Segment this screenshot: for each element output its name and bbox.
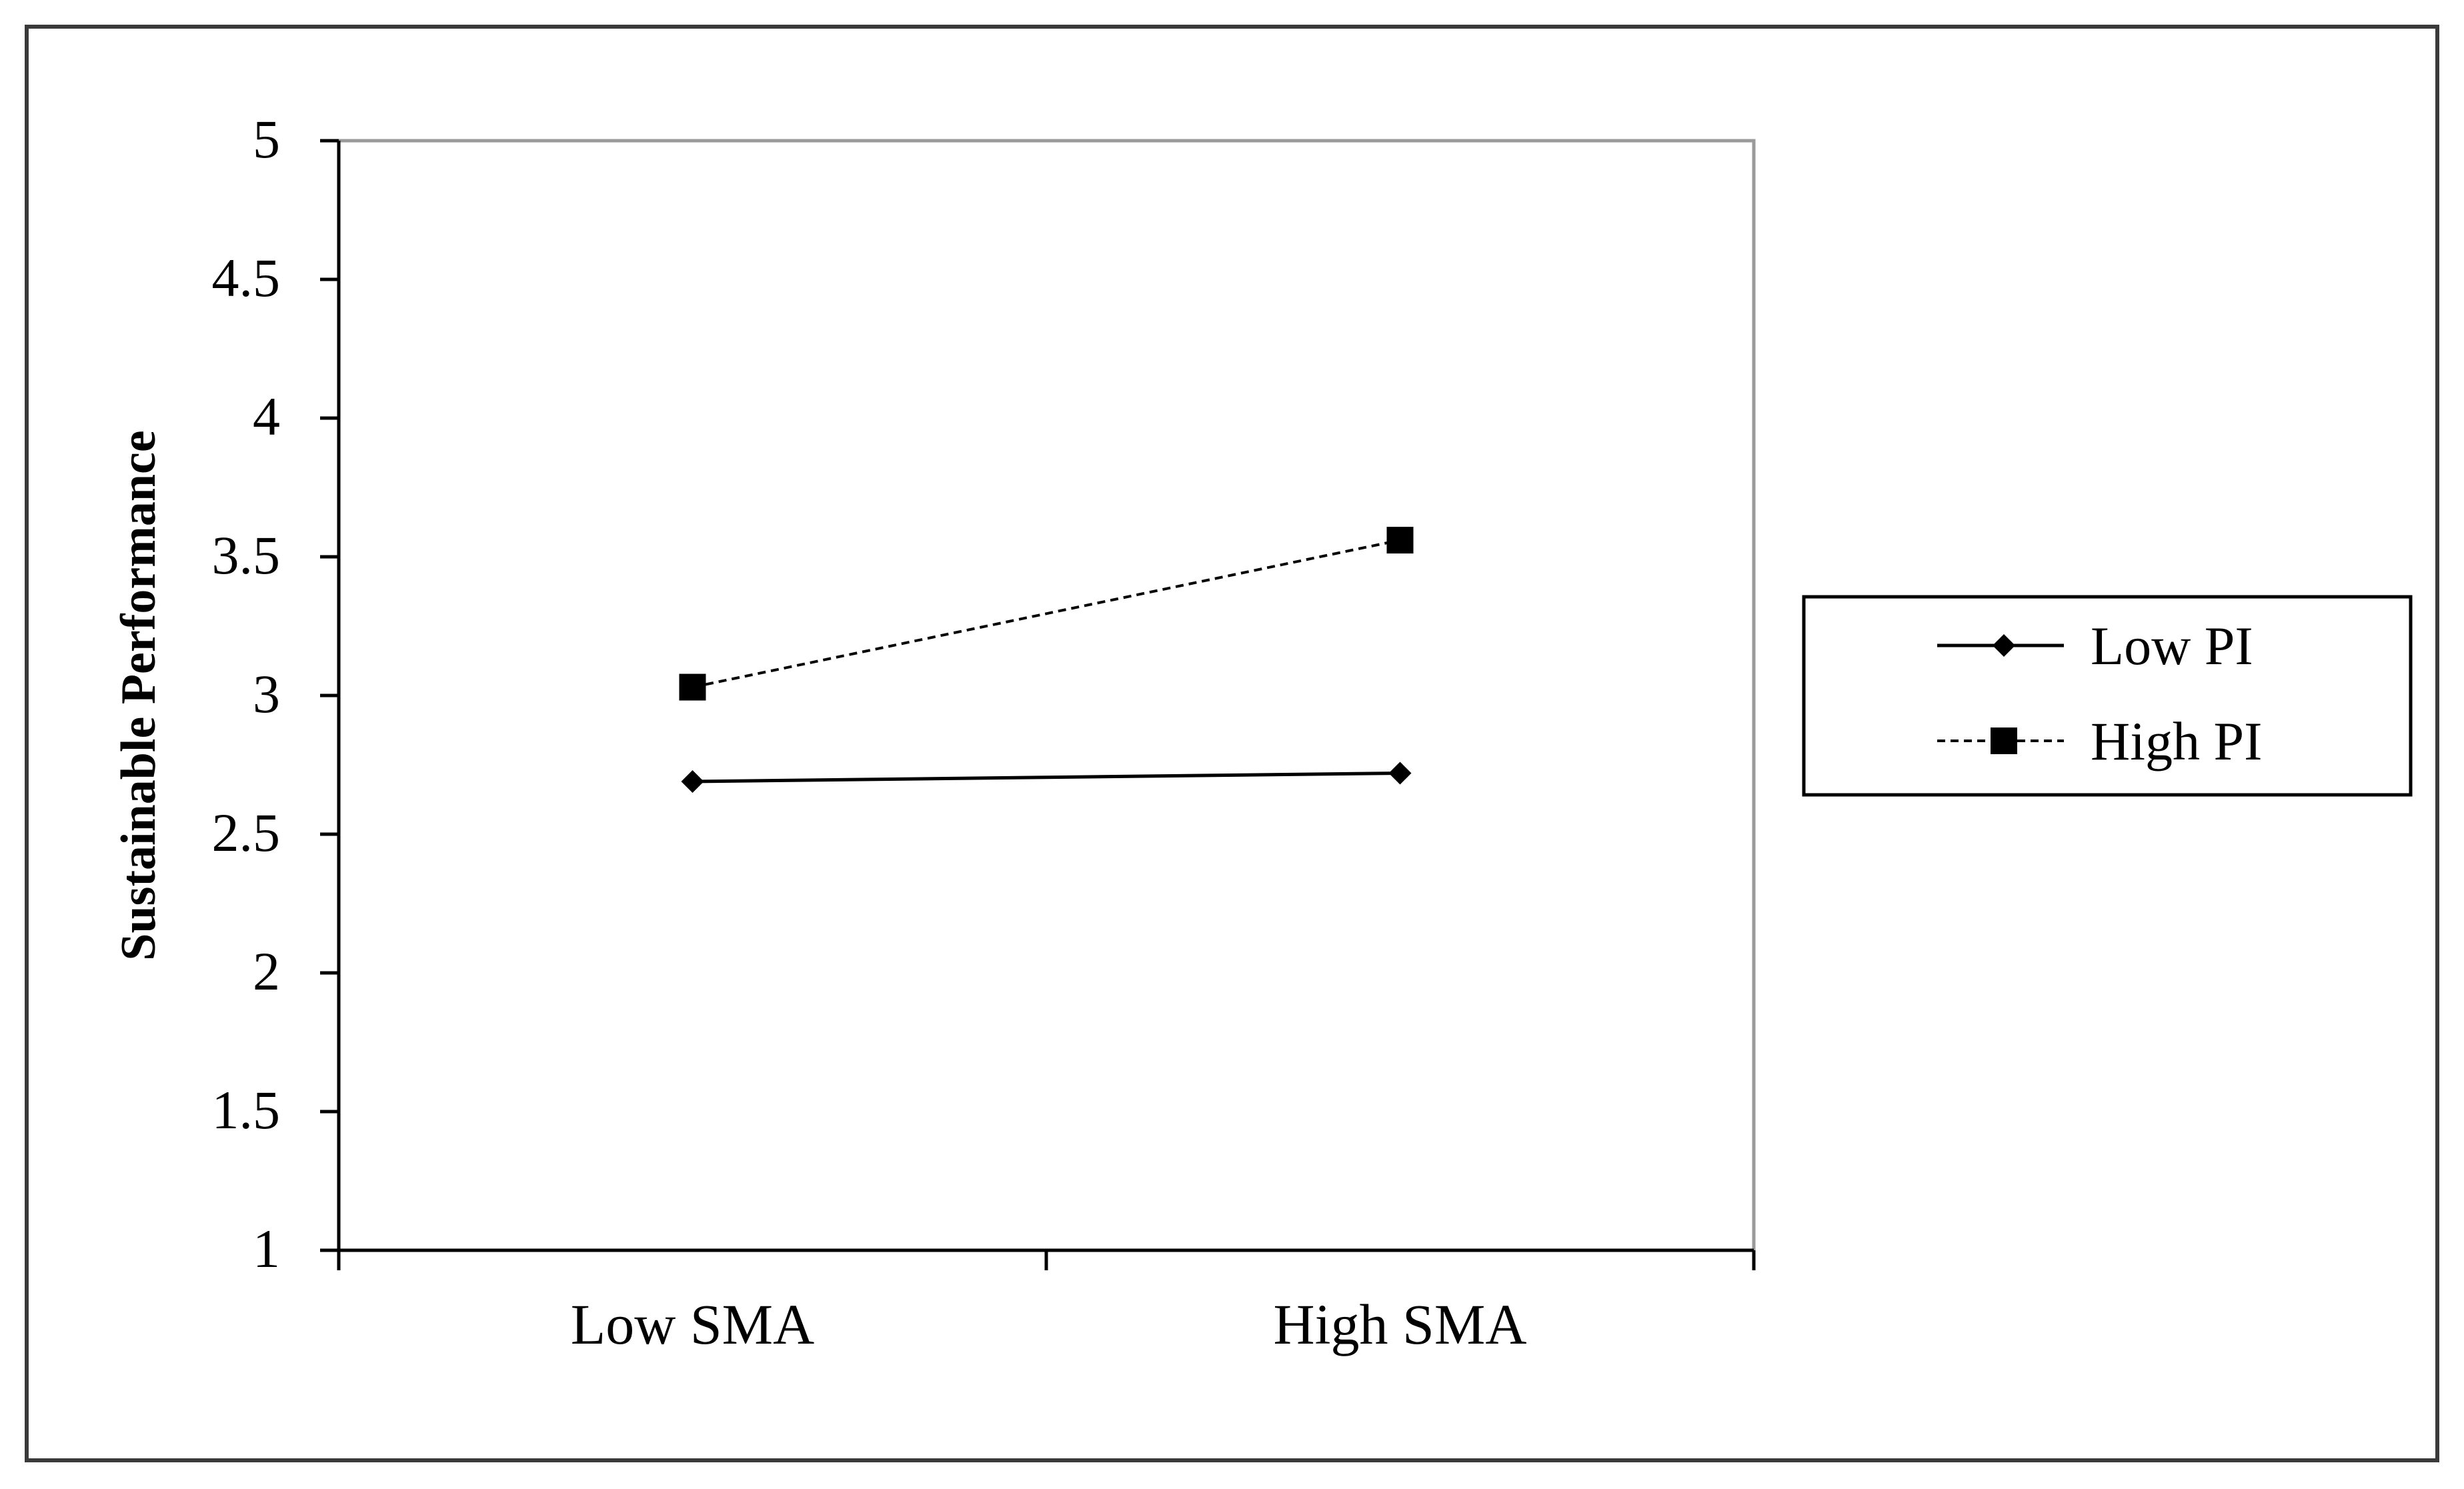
plot-area-frame [337,139,1756,1252]
y-tick-label: 4 [253,386,280,447]
y-ticks: 1 1.5 2 2.5 3 3.5 4 4.5 5 [212,109,339,1279]
y-tick-label: 3 [253,663,280,724]
legend-label-0: Low PI [2091,615,2253,676]
y-tick-label: 2.5 [212,802,281,863]
y-tick-label: 1.5 [212,1080,281,1140]
data-point-1-1 [1386,527,1414,554]
series-line-0 [692,771,1400,784]
legend: Low PI High PI [1802,595,2413,797]
legend-marker-0 [1993,634,2015,657]
y-tick-label: 4.5 [212,247,281,308]
y-axis-title: Sustainable Performance [111,430,166,960]
data-point-1-0 [679,673,706,701]
series-layer [679,527,1414,793]
series-line-1 [692,539,1400,689]
legend-label-1: High PI [2091,711,2262,772]
data-point-0-0 [681,770,704,793]
y-tick-label: 1 [253,1218,280,1279]
legend-marker-1 [1991,727,2017,754]
legend-box [1802,595,2413,797]
x-category-label: High SMA [1274,1292,1527,1356]
y-tick-label: 5 [253,109,280,169]
data-point-0-1 [1388,762,1412,785]
x-ticks: Low SMA High SMA [337,1250,1756,1356]
y-tick-label: 3.5 [212,525,281,585]
y-tick-label: 2 [253,941,280,1002]
x-category-label: Low SMA [571,1292,815,1356]
